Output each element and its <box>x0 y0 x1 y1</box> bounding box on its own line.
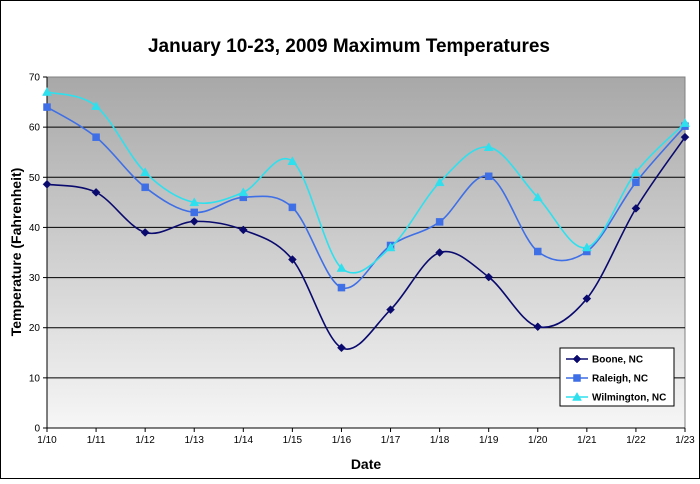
data-point-wilmington <box>336 263 347 272</box>
x-tick-label: 1/11 <box>87 435 106 446</box>
legend-marker-raleigh <box>573 374 581 382</box>
data-point-boone <box>91 187 101 197</box>
chart-title: January 10-23, 2009 Maximum Temperatures <box>148 36 550 57</box>
data-point-wilmington <box>91 101 102 110</box>
y-axis-label: Temperature (Fahrenheit) <box>8 168 24 337</box>
x-tick-label: 1/16 <box>332 435 352 446</box>
x-tick-label: 1/12 <box>135 435 155 446</box>
data-point-boone <box>435 248 444 257</box>
data-point-boone <box>238 225 248 235</box>
legend-marker-wilmington <box>572 391 582 401</box>
data-point-wilmington <box>532 192 543 202</box>
legend-label-wilmington: Wilmington, NC <box>592 393 666 404</box>
data-point-boone <box>288 255 297 264</box>
y-tick-label: 60 <box>29 123 41 134</box>
data-point-raleigh <box>43 103 51 111</box>
axes: 0 10 20 30 40 50 60 70 1/10 1/11 1/12 1/13 1/14 1/15 1… <box>29 73 695 447</box>
legend: Boone, NC Raleigh, NC Wilmington, NC <box>559 347 675 407</box>
data-point-wilmington <box>630 167 641 177</box>
data-point-boone <box>582 294 592 303</box>
data-point-wilmington <box>680 118 690 127</box>
data-point-boone <box>189 217 199 226</box>
data-point-wilmington <box>42 87 52 96</box>
series-group <box>42 87 690 353</box>
data-point-raleigh <box>632 178 640 187</box>
grid-lines <box>47 126 685 379</box>
y-tick-label: 50 <box>29 173 41 184</box>
data-point-wilmington <box>581 242 592 252</box>
x-axis-label: Date <box>351 456 382 472</box>
x-tick-label: 1/10 <box>37 435 57 446</box>
series-wilmington <box>42 87 690 274</box>
data-point-wilmington <box>140 167 151 177</box>
data-point-raleigh <box>288 203 297 212</box>
data-point-raleigh <box>534 247 542 256</box>
data-point-boone <box>680 132 690 142</box>
data-point-boone <box>42 179 52 189</box>
x-tick-label: 1/20 <box>528 435 548 446</box>
data-point-boone <box>631 204 641 213</box>
data-point-boone <box>386 305 395 315</box>
series-boone <box>42 132 690 353</box>
y-tick-label: 20 <box>29 323 41 334</box>
y-tick-label: 0 <box>34 424 40 435</box>
x-tick-label: 1/13 <box>184 435 204 446</box>
data-point-boone <box>533 322 543 332</box>
y-tick-label: 10 <box>29 373 41 384</box>
x-tick-label: 1/19 <box>479 435 499 446</box>
data-point-raleigh <box>92 133 100 141</box>
x-tick-label: 1/23 <box>675 435 695 446</box>
legend-label-boone: Boone, NC <box>592 355 643 366</box>
y-tick-label: 40 <box>29 223 41 234</box>
data-point-raleigh <box>190 208 198 217</box>
x-tick-label: 1/22 <box>626 435 646 446</box>
legend-marker-boone <box>572 354 582 364</box>
x-tick-label: 1/21 <box>577 435 597 446</box>
data-point-wilmington <box>189 197 200 207</box>
y-tick-label: 30 <box>29 273 41 284</box>
x-tick-label: 1/18 <box>430 435 450 446</box>
data-point-wilmington <box>287 156 298 165</box>
data-point-raleigh <box>337 283 346 292</box>
data-point-boone <box>140 228 150 237</box>
data-point-raleigh <box>435 218 444 226</box>
x-tick-label: 1/15 <box>283 435 303 446</box>
x-tick-label: 1/17 <box>381 435 401 446</box>
data-point-wilmington <box>238 187 249 197</box>
data-point-wilmington <box>434 177 445 187</box>
data-point-wilmington <box>385 242 396 252</box>
legend-label-raleigh: Raleigh, NC <box>592 374 648 385</box>
data-point-wilmington <box>483 142 494 151</box>
data-point-raleigh <box>484 172 493 181</box>
data-point-raleigh <box>141 183 149 192</box>
x-tick-label: 1/14 <box>234 435 254 446</box>
data-point-boone <box>337 343 346 353</box>
y-tick-label: 70 <box>29 73 41 84</box>
data-point-boone <box>484 272 494 282</box>
